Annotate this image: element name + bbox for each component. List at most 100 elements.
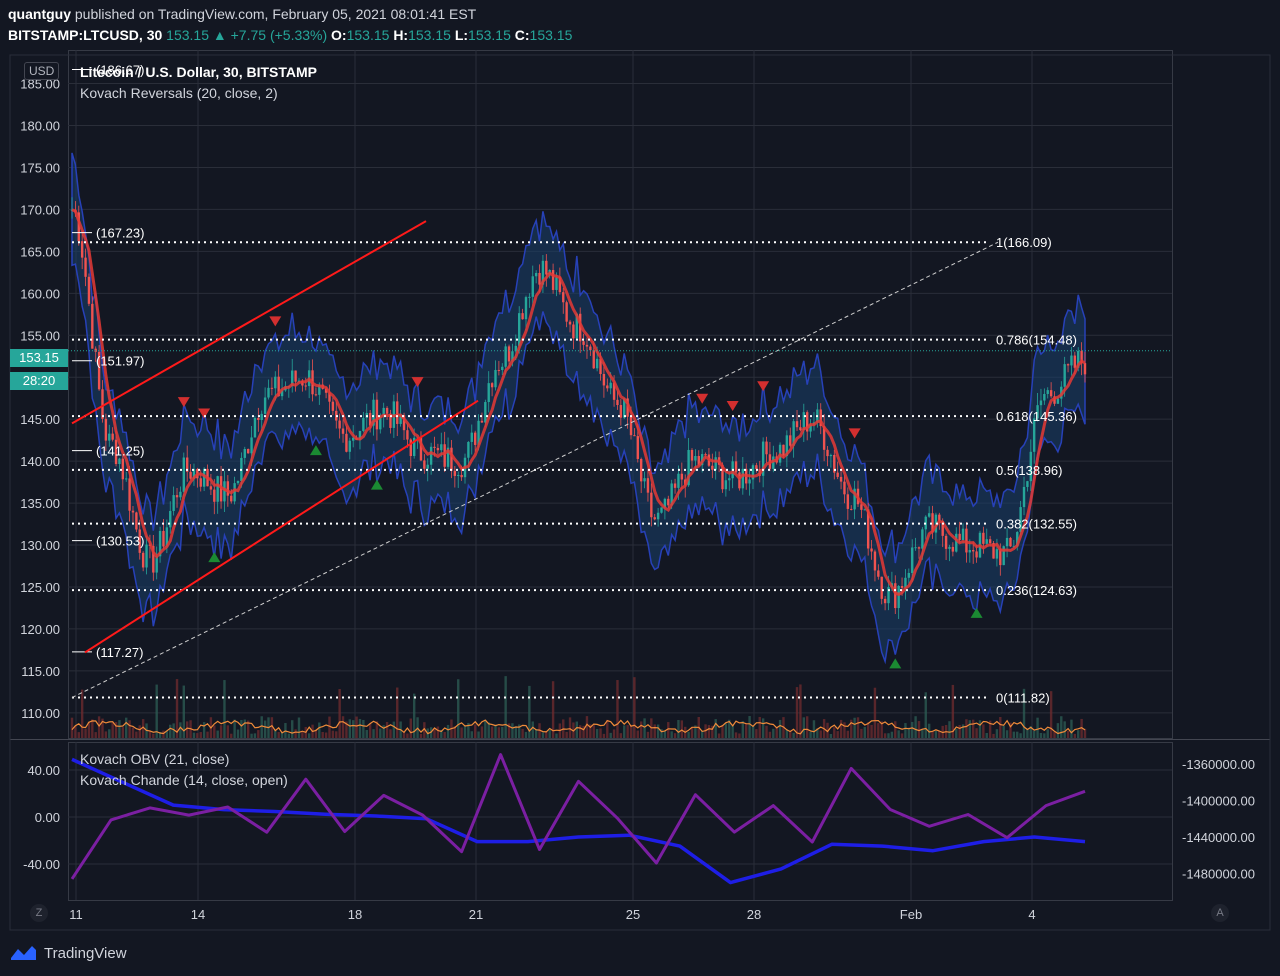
- channel-upper-line: [71, 220, 427, 425]
- volume-bar: [639, 721, 643, 738]
- volume-bar: [162, 730, 165, 738]
- candle-body: [931, 513, 934, 533]
- candle-body: [636, 436, 639, 459]
- candle-body: [907, 572, 911, 578]
- chande-indicator-label[interactable]: Kovach Chande (14, close, open): [80, 772, 288, 788]
- volume-bar: [1060, 716, 1063, 738]
- candle-body: [843, 481, 846, 495]
- volume-bar: [328, 716, 331, 738]
- chande-line: [70, 753, 1086, 880]
- candle-body: [572, 324, 575, 339]
- y-tick-label: 165.00: [20, 244, 60, 259]
- volume-bar: [396, 687, 399, 738]
- y-tick-label: 175.00: [20, 160, 60, 175]
- candle-body: [385, 407, 389, 414]
- candle-body: [209, 486, 213, 490]
- volume-bar: [839, 719, 843, 738]
- volume-bar: [619, 733, 623, 738]
- volume-bar: [470, 731, 473, 738]
- candle-body: [802, 412, 805, 431]
- volume-bar: [758, 716, 761, 738]
- volume-bar: [765, 725, 768, 738]
- volume-bar: [372, 729, 375, 738]
- candle-body: [663, 498, 667, 508]
- volume-bar: [111, 722, 114, 738]
- reversals-indicator-label[interactable]: Kovach Reversals (20, close, 2): [80, 85, 278, 101]
- volume-bar: [382, 725, 385, 738]
- candle-body: [585, 344, 589, 347]
- y-tick-label: 170.00: [20, 202, 60, 217]
- candle-body: [457, 474, 460, 476]
- candle-body: [545, 260, 548, 275]
- candle-body: [233, 483, 236, 502]
- candle-body: [809, 424, 812, 432]
- candle-body: [1066, 364, 1070, 366]
- candle-body: [213, 489, 216, 502]
- x-tick-label: 18: [348, 907, 362, 922]
- candle-body: [612, 382, 616, 400]
- candle-body: [677, 473, 680, 488]
- volume-bar: [761, 718, 765, 738]
- last-price: 153.15: [166, 27, 209, 43]
- sell-signal-marker: [757, 381, 770, 392]
- volume-bar: [494, 724, 497, 738]
- volume-bar: [799, 684, 802, 738]
- volume-bar: [568, 717, 572, 738]
- candle-body: [494, 369, 497, 388]
- candle-body: [955, 533, 958, 552]
- volume-bar: [582, 725, 585, 738]
- volume-bar: [643, 718, 646, 738]
- volume-bar: [545, 731, 548, 738]
- volume-bar: [1063, 721, 1066, 738]
- price-mark-label: (186.67): [96, 63, 144, 78]
- volume-bar: [138, 725, 141, 738]
- candle-body: [131, 510, 135, 513]
- candle-body: [534, 272, 538, 277]
- volume-bar: [866, 722, 870, 738]
- volume-bar: [358, 718, 362, 738]
- author-name[interactable]: quantguy: [8, 6, 71, 22]
- volume-bar: [883, 733, 887, 738]
- volume-bar: [646, 731, 650, 738]
- y-tick-label: 180.00: [20, 119, 60, 134]
- fib-trend-line: [71, 241, 999, 699]
- candle-body: [189, 471, 192, 479]
- volume-bar: [714, 719, 717, 738]
- volume-bar: [125, 717, 128, 738]
- buy-signal-marker: [889, 658, 902, 669]
- volume-bar: [497, 727, 501, 738]
- tradingview-brand[interactable]: TradingView: [10, 944, 127, 962]
- candle-body: [883, 598, 887, 604]
- oscillator-right-tick: -1440000.00: [1182, 830, 1255, 845]
- candle-body: [389, 413, 392, 428]
- volume-bar: [653, 724, 656, 738]
- sell-signal-marker: [177, 397, 190, 408]
- obv-indicator-label[interactable]: Kovach OBV (21, close): [80, 751, 230, 767]
- candle-body: [216, 476, 219, 502]
- volume-bar: [263, 720, 267, 738]
- candle-body: [524, 297, 528, 320]
- symbol-label[interactable]: BITSTAMP:LTCUSD, 30: [8, 27, 163, 43]
- open-value: 153.15: [346, 27, 390, 43]
- volume-bar: [182, 685, 186, 738]
- volume-bar: [446, 724, 450, 738]
- candle-body: [487, 383, 490, 403]
- candle-body: [277, 376, 280, 397]
- volume-bar: [1070, 719, 1073, 738]
- volume-bar: [938, 731, 941, 738]
- candle-body: [477, 420, 480, 445]
- currency-button[interactable]: USD: [24, 62, 60, 80]
- volume-bar: [985, 732, 988, 738]
- candle-body: [1046, 390, 1049, 394]
- volume-bar: [606, 719, 609, 738]
- candle-body: [941, 520, 944, 536]
- candle-body: [1026, 481, 1029, 487]
- auto-scale-button[interactable]: A: [1211, 904, 1229, 922]
- candle-body: [358, 430, 362, 440]
- volume-bar: [108, 729, 111, 738]
- candle-body: [728, 478, 731, 481]
- zoom-reset-button[interactable]: Z: [30, 904, 48, 922]
- brand-text: TradingView: [44, 944, 127, 962]
- candle-body: [104, 418, 108, 441]
